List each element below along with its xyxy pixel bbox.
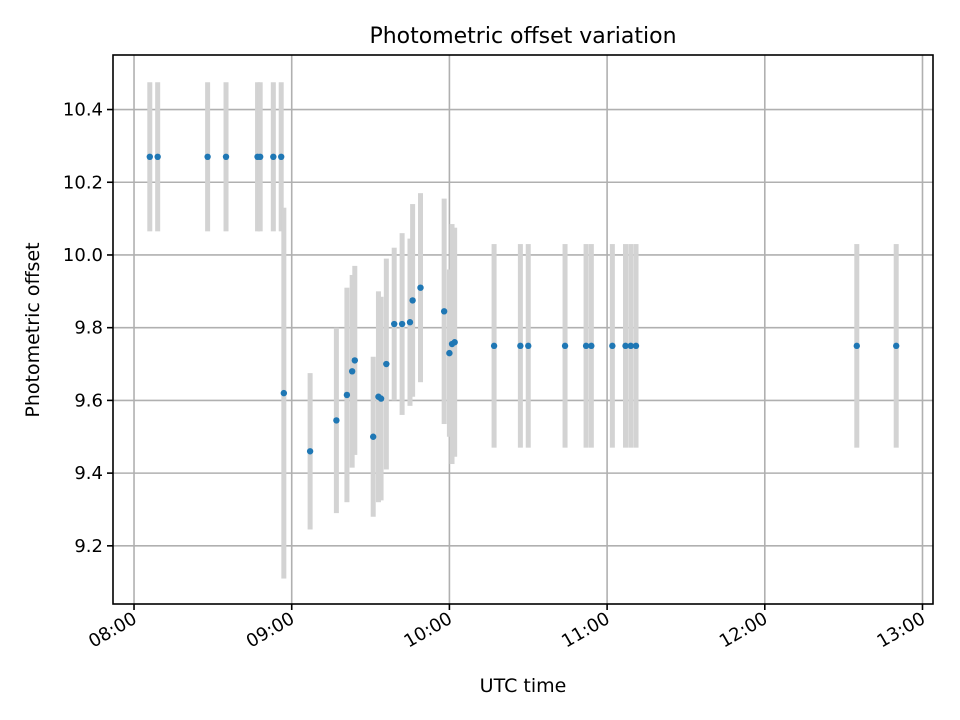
data-point [222, 153, 230, 161]
data-point [409, 297, 416, 304]
data-point [369, 433, 377, 440]
data-point [406, 319, 414, 326]
data-point [451, 339, 458, 346]
data-point [280, 389, 288, 397]
y-tick-label: 10.4 [63, 100, 103, 121]
data-point [446, 349, 453, 357]
data-point [204, 153, 211, 161]
y-tick-label: 9.2 [74, 536, 103, 557]
data-point [893, 342, 900, 350]
plot-frame [112, 54, 934, 605]
y-tick-label: 10.0 [63, 245, 103, 266]
data-point [333, 417, 340, 424]
chart-title: Photometric offset variation [369, 24, 676, 49]
data-point [383, 360, 390, 368]
data-point [377, 395, 385, 402]
x-tick-label: 08:00 [85, 608, 140, 652]
data-point [398, 320, 406, 328]
data-point [256, 153, 264, 161]
x-tick-label: 09:00 [243, 608, 298, 652]
y-tick-label: 9.6 [74, 390, 103, 411]
x-axis-label: UTC time [480, 675, 567, 697]
data-point [627, 342, 634, 350]
y-tick-label: 9.8 [74, 318, 103, 339]
data-point [270, 153, 277, 161]
x-tick-label: 11:00 [558, 608, 613, 652]
x-tick-label: 13:00 [874, 608, 929, 652]
y-tick-label: 10.2 [63, 172, 103, 193]
data-point [525, 342, 532, 350]
data-point [417, 284, 424, 291]
data-point [391, 320, 398, 328]
data-point [609, 342, 616, 350]
data-point [582, 342, 590, 350]
data-point [348, 368, 356, 375]
x-tick-label: 12:00 [716, 608, 771, 652]
data-point [343, 391, 351, 399]
data-point [440, 308, 448, 315]
data-point [154, 153, 161, 161]
data-point [306, 448, 314, 455]
y-tick-label: 9.4 [74, 463, 103, 484]
x-tick-label: 10:00 [400, 608, 455, 652]
data-point [588, 342, 595, 350]
data-point [490, 342, 498, 350]
data-point [632, 342, 640, 350]
data-point [561, 342, 569, 350]
data-point [853, 342, 860, 350]
data-point [351, 357, 358, 364]
grid [113, 55, 933, 604]
data-point [146, 153, 153, 161]
data-points [146, 153, 900, 455]
data-point [517, 342, 524, 350]
data-point [278, 153, 285, 161]
data-point [622, 342, 629, 350]
y-axis-label: Photometric offset [22, 242, 44, 417]
